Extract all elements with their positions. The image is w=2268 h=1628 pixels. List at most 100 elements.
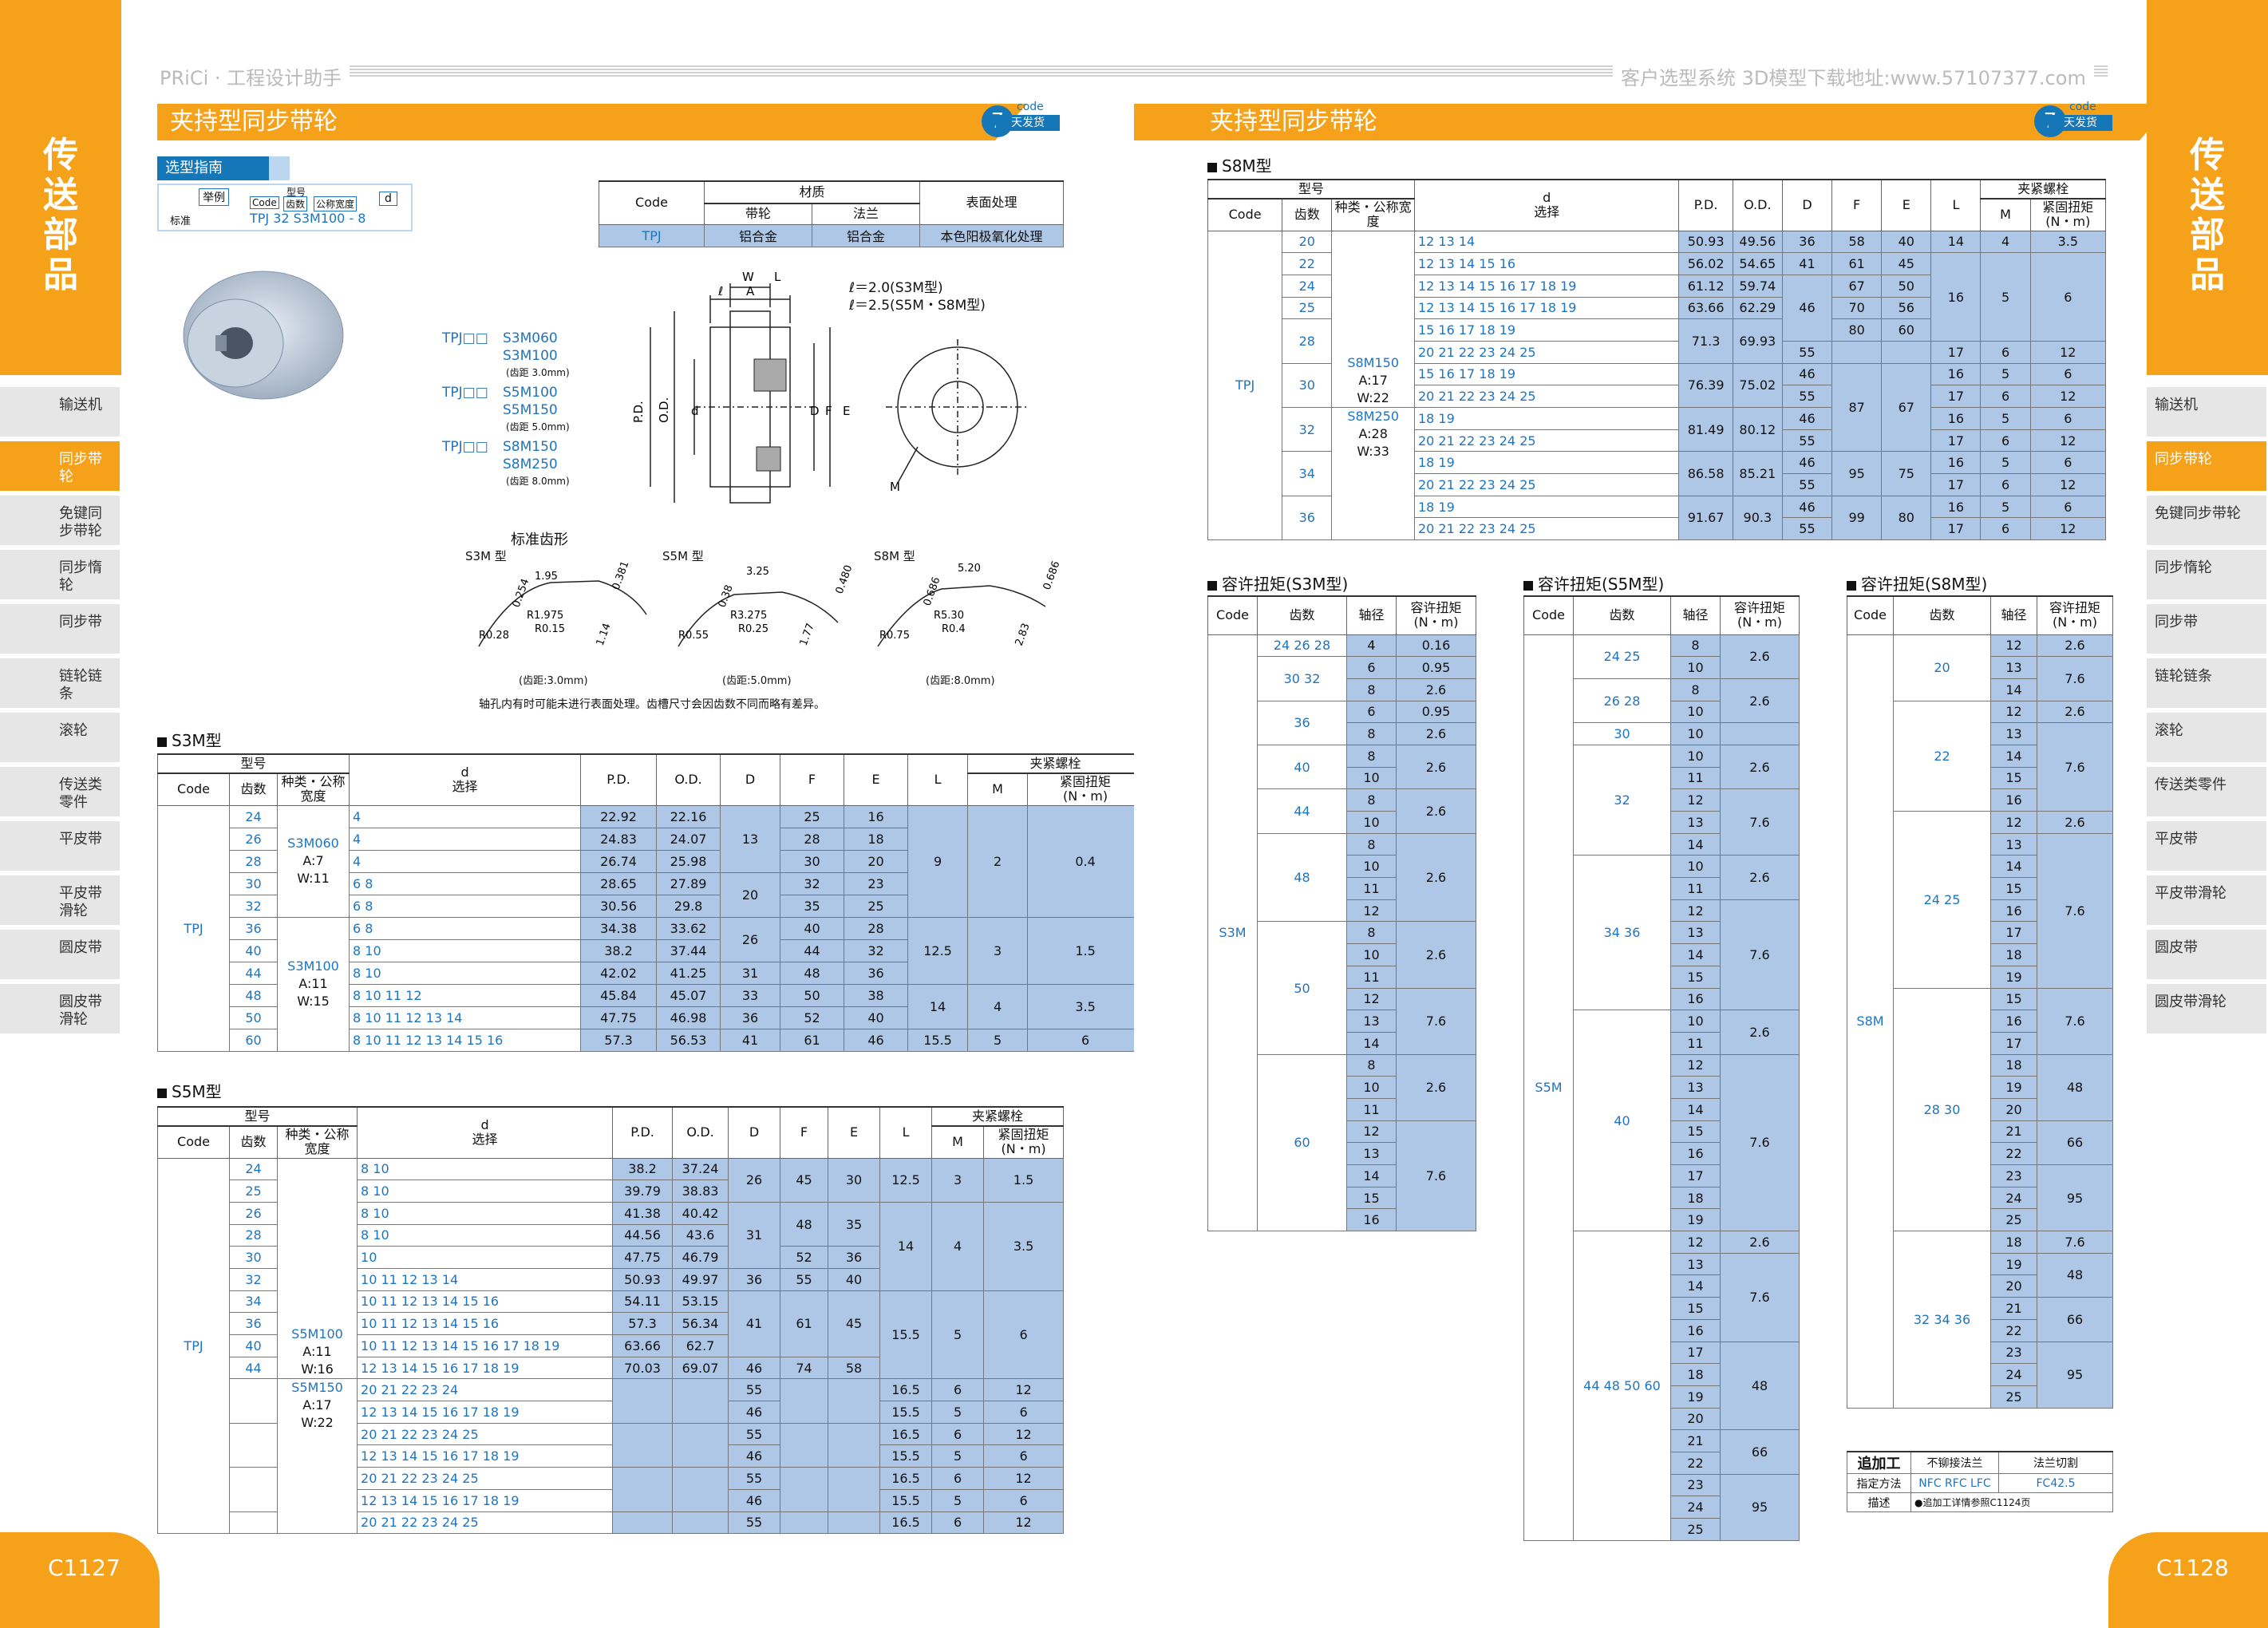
tq8-code: S8M	[1847, 634, 1894, 1409]
s3m-E: 25	[844, 894, 909, 918]
t-s5m-L: 12.5	[879, 1157, 933, 1203]
t-s8m-teeth: 36	[1282, 495, 1333, 541]
s3m-od: 46.98	[656, 1006, 721, 1029]
t-s5m-L: 16.5	[879, 1378, 933, 1402]
svg-text:3.25: 3.25	[746, 566, 769, 578]
s3m-L: 9	[907, 804, 969, 918]
sidebar-item-10[interactable]: 圆皮带	[2147, 930, 2266, 979]
sidebar-item-1[interactable]: 同步带轮	[0, 441, 120, 491]
tq3-teeth: 30 32	[1257, 656, 1347, 701]
tooth-title: 标准齿形	[511, 531, 568, 548]
th-M: M	[967, 773, 1029, 806]
s3m-L: 12.5	[907, 916, 969, 985]
t-s5m-od: 56.34	[672, 1312, 729, 1335]
sidebar-item-6[interactable]: 滚轮	[2147, 713, 2266, 762]
th-code: Code	[157, 773, 230, 806]
t-s8m-d: 18 19	[1413, 495, 1680, 519]
th-shaft: 轴径	[1346, 595, 1397, 635]
tq8-shaft: 18	[1990, 1053, 2037, 1077]
tq5-shaft: 13	[1670, 921, 1721, 945]
tq8-table: Code 齿数 轴径 容许扭矩 (N・m) S8M 20 12 2.6 13 7.6 14 22 12 2.…	[1847, 595, 2113, 1409]
page-title: 夹持型同步带轮	[157, 104, 1027, 140]
extra-r2b: FC42.5	[1998, 1473, 2113, 1493]
t-s8m-od: 90.3	[1732, 495, 1783, 541]
t-s8m-L: 17	[1930, 517, 1982, 541]
tq8-torque: 7.6	[2037, 987, 2113, 1055]
extra-title: 追加工	[1847, 1451, 1911, 1474]
svg-text:R0.55: R0.55	[678, 630, 709, 642]
tq8-shaft: 21	[1990, 1120, 2037, 1144]
s3m-od: 29.8	[656, 894, 721, 918]
t-s5m-teeth: 24	[229, 1157, 278, 1181]
t-s5m-d: 12 13 14 15 16 17 18 19	[357, 1444, 614, 1468]
sidebar-item-3[interactable]: 同步惰轮	[0, 550, 120, 599]
sidebar-item-0[interactable]: 输送机	[0, 387, 120, 437]
t-s5m-F: 52	[780, 1246, 829, 1269]
t-s5m-F	[780, 1511, 829, 1535]
t-s5m-M: 6	[931, 1422, 985, 1446]
sidebar-item-5[interactable]: 链轮链条	[0, 658, 120, 708]
sidebar-item-9[interactable]: 平皮带滑轮	[2147, 875, 2266, 925]
sidebar-item-11[interactable]: 圆皮带滑轮	[0, 984, 120, 1033]
sidebar-item-2[interactable]: 免键同步带轮	[0, 496, 120, 545]
svg-text:1.95: 1.95	[535, 571, 558, 583]
tq8-shaft: 19	[1990, 1252, 2037, 1276]
sidebar-item-7[interactable]: 传送类零件	[2147, 767, 2266, 816]
sidebar-item-1[interactable]: 同步带轮	[2147, 441, 2266, 491]
sidebar-item-7[interactable]: 传送类零件	[0, 767, 120, 816]
t-s8m-teeth: 24	[1282, 274, 1333, 298]
ell-note-2: ℓ＝2.5(S5M・S8M型)	[849, 298, 986, 314]
s3m-table: 型号 d 选择 P.D. O.D. D F E L 夹紧螺栓 Code 齿数 种类・公称宽度 M 紧固扭矩…	[156, 753, 1134, 1052]
t-s5m-D: 26	[728, 1157, 781, 1203]
tq5-torque: 7.6	[1720, 899, 1800, 1011]
th-code: Code	[157, 1125, 230, 1159]
sidebar-item-2[interactable]: 免键同步带轮	[2147, 496, 2266, 545]
th-code: Code	[599, 180, 705, 225]
svg-text:0.381: 0.381	[610, 559, 632, 591]
tq3-teeth: 50	[1257, 921, 1347, 1055]
sidebar-item-11[interactable]: 圆皮带滑轮	[2147, 984, 2266, 1033]
th-E: E	[1881, 179, 1932, 231]
t-s5m-od: 40.42	[672, 1201, 729, 1225]
sidebar-item-8[interactable]: 平皮带	[2147, 821, 2266, 871]
svg-text:0.480: 0.480	[834, 563, 855, 595]
tq8-shaft: 13	[1990, 656, 2037, 679]
extra-r1a: 不铆接法兰	[1910, 1451, 1999, 1474]
t-s8m-torque: 6	[2029, 451, 2107, 475]
t-s5m-L: 16.5	[879, 1422, 933, 1446]
t-s5m-od: 69.07	[672, 1356, 729, 1380]
tq3-code: S3M	[1207, 634, 1258, 1232]
s3m-d: 8 10 11 12 13 14	[349, 1006, 582, 1029]
s3m-F: 52	[780, 1006, 845, 1029]
s3m-F: 32	[780, 871, 845, 895]
sidebar-item-8[interactable]: 平皮带	[0, 821, 120, 871]
pitch-s3m: (齿距:3.0mm)	[519, 675, 588, 687]
tq3-torque: 2.6	[1396, 678, 1476, 701]
sidebar-item-4[interactable]: 同步带	[2147, 604, 2266, 654]
t-s5m-teeth: 34	[229, 1290, 278, 1314]
tq8-shaft: 12	[1990, 634, 2037, 658]
sidebar-item-3[interactable]: 同步惰轮	[2147, 550, 2266, 599]
t-s8m-d: 15 16 17 18 19	[1413, 362, 1680, 386]
sidebar-item-5[interactable]: 链轮链条	[2147, 658, 2266, 708]
tq5-shaft: 10	[1670, 700, 1721, 724]
tq3-teeth: 36	[1257, 700, 1347, 745]
sidebar-item-6[interactable]: 滚轮	[0, 713, 120, 762]
badge-code: code	[1017, 101, 1044, 113]
sidebar-item-10[interactable]: 圆皮带	[0, 930, 120, 979]
category-tab-left[interactable]: 传送部品	[0, 0, 121, 375]
s3m-od: 37.44	[656, 938, 721, 962]
dim-M: M	[890, 480, 900, 494]
t-s5m-F	[780, 1467, 829, 1512]
sidebar-item-9[interactable]: 平皮带滑轮	[0, 875, 120, 925]
sidebar-item-4[interactable]: 同步带	[0, 604, 120, 654]
t-s5m-E: 35	[828, 1201, 881, 1247]
sidebar-item-0[interactable]: 输送机	[2147, 387, 2266, 437]
t-s8m-F: 67	[1831, 274, 1883, 298]
t-s5m-pd	[612, 1467, 674, 1512]
s3m-pd: 28.65	[580, 871, 658, 895]
s3m-L: 15.5	[907, 1028, 969, 1052]
t-s5m-pd	[612, 1422, 674, 1468]
category-tab-right[interactable]: 传送部品	[2147, 0, 2268, 375]
t-s8m-torque: 12	[2029, 473, 2107, 496]
